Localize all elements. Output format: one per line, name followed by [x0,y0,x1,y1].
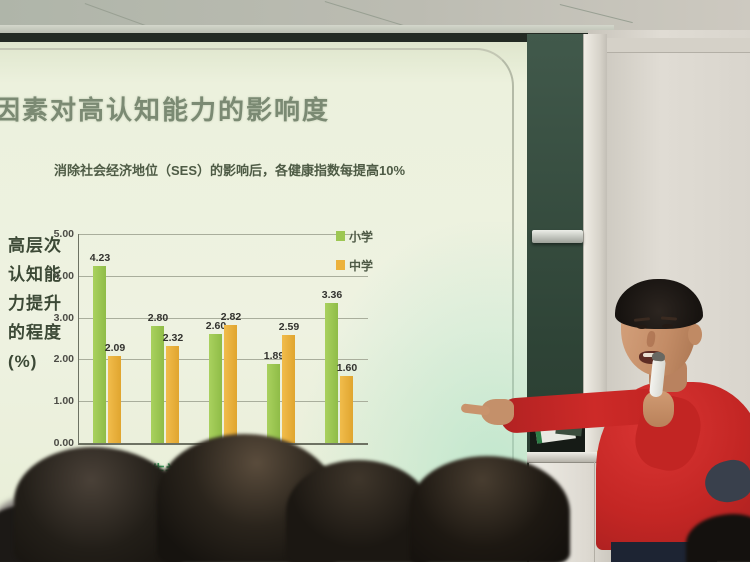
y-tick-label: 3.00 [53,311,74,324]
legend-swatch-中学 [336,260,345,270]
y-axis-title: 高层次认知能力提升的程度 (%) [8,231,66,376]
bar-value-label: 2.32 [162,332,184,345]
audience-head [286,460,431,562]
chart-bar-中学 [108,355,121,443]
presenter-eye [637,325,647,329]
bar-value-label: 4.23 [89,252,111,265]
bar-value-label: 2.60 [205,320,227,333]
legend-label: 中学 [349,259,374,273]
chart-bar-小学 [325,302,338,443]
legend-label: 小学 [349,230,374,244]
chart-gridline [78,234,368,235]
bar-value-label: 2.82 [220,311,242,324]
board-handle [532,230,583,243]
y-tick-label: 2.00 [53,353,74,366]
chart-gridline [78,359,368,361]
y-axis-title-line: 力提升 [8,294,62,313]
y-axis-title-line: 高层次 [8,236,62,255]
panel-crease [594,461,595,562]
presenter-hair [615,279,703,329]
y-axis-title-line: 的程度 [8,323,62,342]
marker-tray [527,452,613,463]
chart-bar-小学 [267,363,280,443]
chart-bar-小学 [151,325,164,443]
chart-gridline [78,317,368,319]
chart-bar-中学 [224,325,237,443]
chart-gridline [78,401,368,403]
bar-value-label: 2.80 [147,311,169,324]
chart-bar-小学 [209,334,222,443]
chart-y-axis [78,234,79,443]
audience-head [14,447,185,562]
slide-subtitle: 消除社会经济地位（SES）的影响后，各健康指数每提高10% [54,163,406,178]
chart-bar-中学 [166,346,179,443]
bar-value-label: 1.89 [263,349,285,362]
chart-bar-中学 [340,376,353,443]
bar-value-label: 3.36 [321,288,343,301]
bar-value-label: 2.09 [104,341,126,354]
y-axis-title-line: (%) [8,352,38,371]
presenter-ear [688,324,702,345]
y-tick-label: 4.00 [53,269,74,282]
chart-bar-中学 [282,334,295,443]
wall-beam [600,38,750,53]
bar-value-label: 1.60 [336,362,358,375]
audience-head [410,456,570,562]
y-tick-label: 5.00 [53,228,74,240]
chart-gridline [78,275,368,277]
bar-value-label: 2.59 [278,320,300,333]
microphone-tip [651,351,666,362]
y-axis-title-line: 认知能 [8,265,62,284]
legend-swatch-小学 [336,231,345,241]
y-tick-label: 1.00 [53,395,74,408]
mic-hand [643,391,674,427]
y-tick-label: 0.00 [53,437,74,449]
slide-title: 因素对高认知能力的影响度 [0,95,331,125]
chart-bar-小学 [93,266,106,443]
presenter-eye [662,324,673,328]
